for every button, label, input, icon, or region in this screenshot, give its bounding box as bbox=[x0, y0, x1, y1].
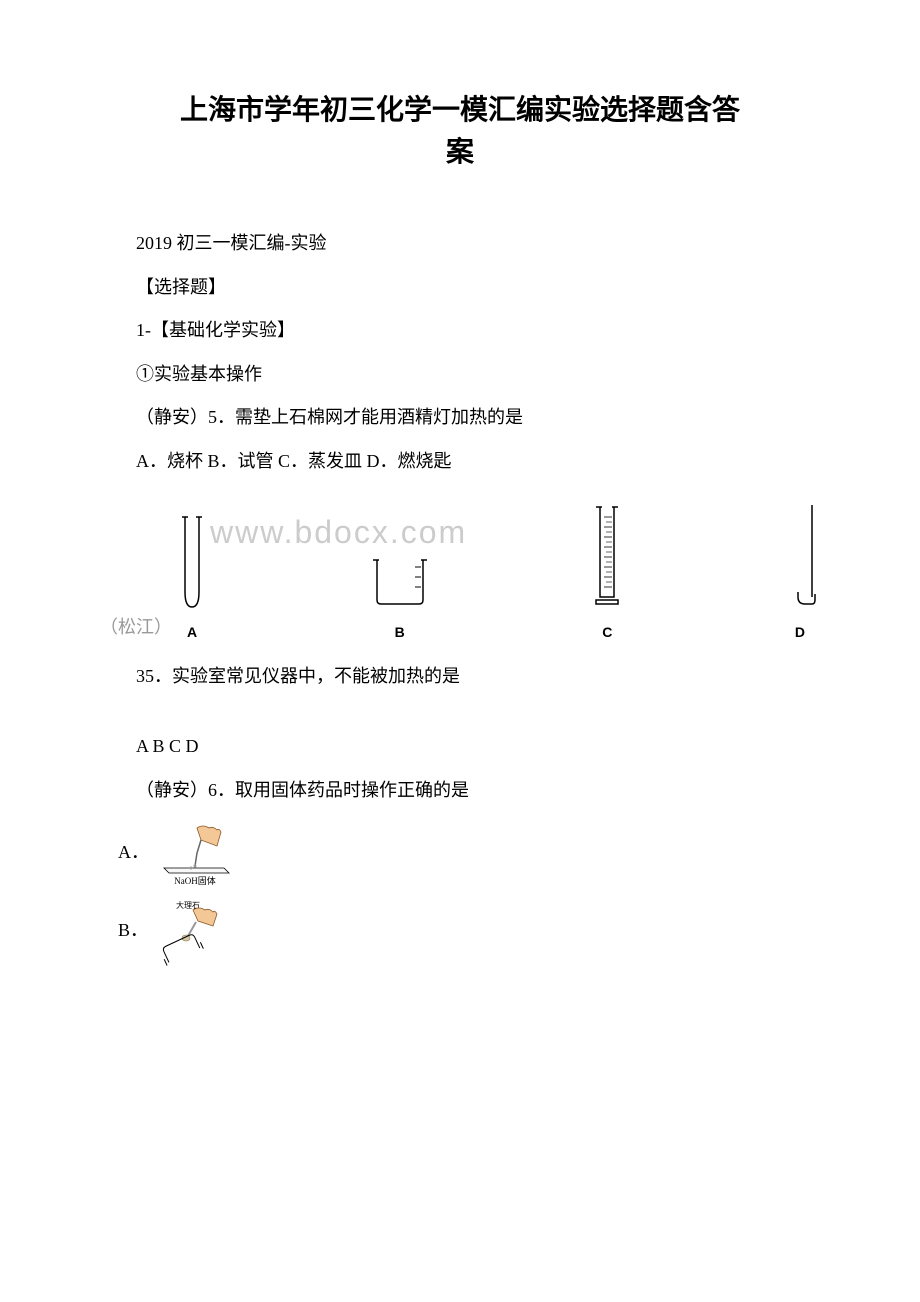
option-b-row: B． 大理石 bbox=[100, 896, 820, 966]
diagram-label-b: B bbox=[395, 617, 405, 648]
diagram-label-a: A bbox=[187, 617, 197, 648]
diagram-label-d: D bbox=[795, 617, 805, 648]
question-6: （静安）6．取用固体药品时操作正确的是 bbox=[100, 771, 820, 811]
heading-compilation: 2019 初三一模汇编-实验 bbox=[100, 224, 820, 264]
apparatus-row: www.bdocx.com （松江） A B bbox=[100, 502, 820, 648]
question-35-letters: A B C D bbox=[100, 727, 820, 767]
option-a-image-icon: NaOH固体 bbox=[159, 818, 239, 888]
combustion-spoon-icon bbox=[780, 502, 820, 612]
graduated-cylinder-icon bbox=[592, 502, 622, 612]
heading-basic-experiment: 1-【基础化学实验】 bbox=[100, 311, 820, 351]
option-a-container: （松江） A bbox=[100, 512, 207, 648]
diagram-item-b: B bbox=[365, 552, 435, 648]
option-b-image-icon: 大理石 bbox=[158, 896, 228, 966]
beaker-icon bbox=[365, 552, 435, 612]
diagram-item-a: A bbox=[177, 512, 207, 648]
diagram-item-d: D bbox=[780, 502, 820, 648]
heading-basic-operation: ①实验基本操作 bbox=[100, 355, 820, 395]
diagram-label-c: C bbox=[602, 617, 612, 648]
option-b-letter: B． bbox=[118, 911, 148, 951]
option-a-row: A． NaOH固体 bbox=[100, 818, 820, 888]
title-line-2: 案 bbox=[446, 137, 474, 168]
test-tube-icon bbox=[177, 512, 207, 612]
question-35: 35．实验室常见仪器中，不能被加热的是 bbox=[100, 657, 820, 697]
document-title: 上海市学年初三化学一模汇编实验选择题含答 案 bbox=[100, 90, 820, 174]
heading-choice: 【选择题】 bbox=[100, 268, 820, 308]
content-body: 2019 初三一模汇编-实验 【选择题】 1-【基础化学实验】 ①实验基本操作 … bbox=[100, 224, 820, 966]
naoh-caption: NaOH固体 bbox=[174, 875, 216, 886]
question-5: （静安）5．需垫上石棉网才能用酒精灯加热的是 bbox=[100, 398, 820, 438]
title-line-1: 上海市学年初三化学一模汇编实验选择题含答 bbox=[180, 95, 740, 126]
option-a-letter: A． bbox=[118, 833, 149, 873]
songjianglabel: （松江） bbox=[100, 608, 172, 648]
diagram-item-c: C bbox=[592, 502, 622, 648]
question-5-options: A．烧杯 B．试管 C．蒸发皿 D．燃烧匙 bbox=[100, 442, 820, 482]
